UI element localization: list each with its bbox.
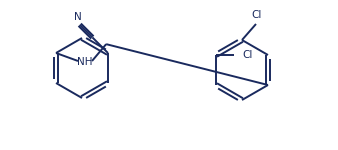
Text: Cl: Cl: [252, 10, 262, 20]
Text: N: N: [74, 12, 81, 22]
Text: NH: NH: [77, 57, 93, 67]
Text: Cl: Cl: [242, 50, 252, 60]
